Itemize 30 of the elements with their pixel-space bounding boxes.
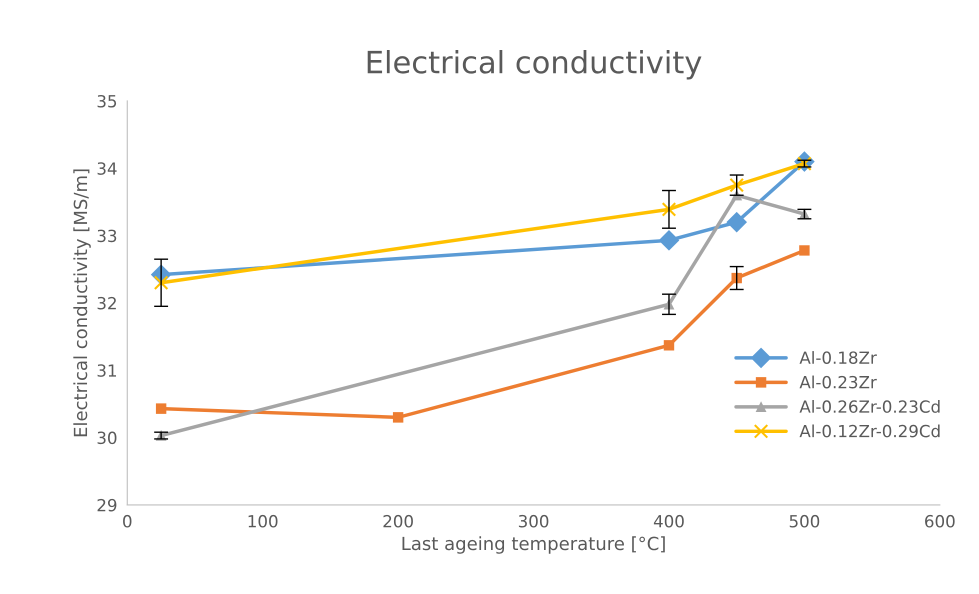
y-tick-label: 29 <box>98 498 116 512</box>
point <box>662 202 676 217</box>
x-tick-label: 600 <box>925 514 955 528</box>
x-tick-label: 300 <box>518 514 548 528</box>
y-axis-title: Electrical conductivity [MS/m] <box>73 169 91 436</box>
y-tick-label: 35 <box>98 94 116 108</box>
point <box>799 245 810 256</box>
legend-label: Al-0.18Zr <box>800 351 877 364</box>
point <box>729 178 744 192</box>
x-tick-label: 100 <box>248 514 278 528</box>
chart-title: Electrical conductivity <box>368 50 702 80</box>
y-tick-label: 32 <box>98 296 116 310</box>
x-tick-label: 0 <box>123 514 132 528</box>
x-tick-label: 200 <box>383 514 413 528</box>
y-tick-label: 34 <box>98 162 117 175</box>
point <box>392 412 404 423</box>
x-tick-label: 400 <box>654 514 684 528</box>
y-tick-label: 31 <box>98 364 116 377</box>
point <box>664 340 674 351</box>
legend-label: Al-0.26Zr-0.23Cd <box>800 400 940 413</box>
point <box>726 212 747 232</box>
point <box>658 230 680 251</box>
x-tick-label: 500 <box>790 514 820 528</box>
x-axis-title: Last ageing temperature [°C] <box>402 536 665 554</box>
point <box>156 403 166 414</box>
legend-label: Al-0.23Zr <box>800 376 877 388</box>
y-tick-label: 30 <box>98 432 116 444</box>
y-tick-label: 33 <box>98 230 116 242</box>
legend-label: Al-0.12Zr-0.29Cd <box>800 424 940 438</box>
point <box>154 275 168 290</box>
